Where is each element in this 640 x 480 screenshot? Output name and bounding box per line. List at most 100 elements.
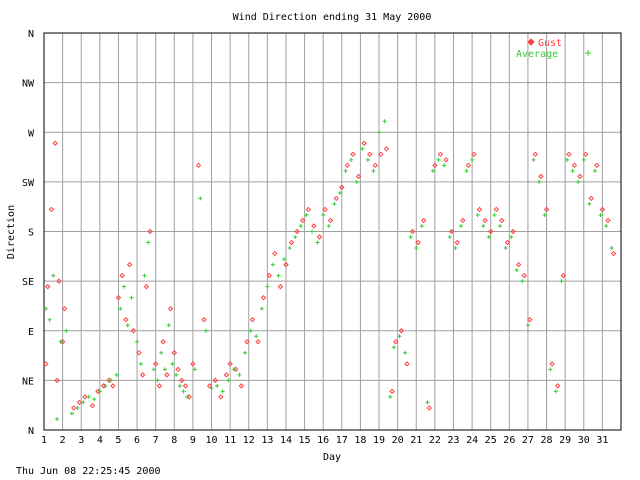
average-point xyxy=(408,235,413,240)
x-tick-label: 11 xyxy=(224,435,236,446)
gust-point xyxy=(426,405,432,411)
x-tick-label: 17 xyxy=(336,435,348,446)
average-point xyxy=(215,383,220,388)
x-tick-label: 12 xyxy=(243,435,255,446)
average-point xyxy=(537,179,542,184)
x-tick-label: 15 xyxy=(299,435,311,446)
x-tick-label: 25 xyxy=(485,435,497,446)
x-tick-label: 7 xyxy=(153,435,159,446)
y-axis-ticks: N NE E SE S SW W NW N xyxy=(22,29,35,437)
average-point xyxy=(43,306,48,311)
x-tick-label: 29 xyxy=(559,435,571,446)
gust-point xyxy=(45,283,51,290)
average-point xyxy=(135,339,140,344)
gust-point xyxy=(218,394,224,400)
gust-point xyxy=(316,234,323,240)
average-point xyxy=(125,323,130,328)
average-point xyxy=(531,157,536,162)
average-point xyxy=(69,411,74,416)
gust-point xyxy=(355,173,362,180)
average-point xyxy=(492,212,497,217)
average-point xyxy=(486,235,491,240)
gust-point xyxy=(393,339,399,345)
gust-point xyxy=(311,223,317,229)
gust-point xyxy=(119,272,125,279)
gust-point xyxy=(59,339,66,345)
average-point xyxy=(159,350,164,355)
gust-point xyxy=(566,151,572,158)
gust-point xyxy=(288,239,295,246)
average-point xyxy=(542,212,547,217)
x-tick-label: 3 xyxy=(78,435,84,446)
y-tick-label: NE xyxy=(22,376,34,387)
gust-point xyxy=(260,294,267,301)
average-point xyxy=(525,323,530,328)
gust-point xyxy=(432,162,438,169)
average-point xyxy=(548,367,553,372)
gust-point xyxy=(48,206,55,213)
gust-point xyxy=(339,184,345,191)
average-point xyxy=(419,223,424,228)
gust-point xyxy=(437,151,444,158)
average-point xyxy=(576,179,581,184)
gust-point xyxy=(100,383,107,389)
data-points xyxy=(43,119,617,421)
average-point xyxy=(592,168,597,173)
average-point xyxy=(453,246,458,251)
x-axis-label: Day xyxy=(323,452,341,463)
gust-point xyxy=(538,173,544,180)
gust-point xyxy=(272,250,278,257)
average-point xyxy=(192,367,197,372)
average-point xyxy=(360,146,365,151)
gust-point xyxy=(571,162,578,169)
average-point xyxy=(382,119,387,124)
gust-point xyxy=(515,261,522,268)
x-tick-label: 2 xyxy=(60,435,66,446)
gust-point xyxy=(510,228,516,235)
average-point xyxy=(509,235,514,240)
average-point xyxy=(503,246,508,251)
x-tick-label: 4 xyxy=(97,435,103,446)
average-point xyxy=(315,240,320,245)
gust-point xyxy=(465,162,472,169)
gust-point xyxy=(95,388,101,395)
x-tick-label: 9 xyxy=(190,435,196,446)
legend-gust-label: Gust xyxy=(538,38,562,49)
legend-gust-marker xyxy=(527,38,535,46)
gust-point xyxy=(186,394,192,400)
average-point xyxy=(598,212,603,217)
y-tick-label: SW xyxy=(22,178,35,189)
average-point xyxy=(138,361,143,366)
average-point xyxy=(231,367,236,372)
gust-point xyxy=(106,377,112,384)
average-point xyxy=(259,306,264,311)
gust-point xyxy=(460,217,466,224)
gust-point xyxy=(555,383,561,389)
average-point xyxy=(425,400,430,405)
gust-point xyxy=(61,305,68,312)
gust-point xyxy=(499,217,505,224)
average-point xyxy=(237,372,242,377)
gust-point xyxy=(238,383,245,389)
gust-point xyxy=(110,383,116,389)
average-point xyxy=(181,389,186,394)
average-point xyxy=(92,397,97,402)
x-tick-label: 8 xyxy=(171,435,177,446)
plot-area xyxy=(43,32,622,431)
average-point xyxy=(81,400,86,405)
gust-point xyxy=(594,162,600,169)
gust-point xyxy=(350,151,356,158)
gust-point xyxy=(212,377,218,384)
average-point xyxy=(185,394,190,399)
average-point xyxy=(118,306,123,311)
gust-point xyxy=(482,217,488,224)
average-point xyxy=(254,334,259,339)
x-axis-ticks: 1 2 3 4 5 6 7 8 9 10 11 12 13 14 15 16 17 18 19 20 21 22 23 24 2… xyxy=(41,435,608,446)
gust-point xyxy=(190,361,196,367)
gust-point xyxy=(277,283,284,290)
average-point xyxy=(458,223,463,228)
average-point xyxy=(103,383,108,388)
average-point xyxy=(464,168,469,173)
gust-point xyxy=(448,228,455,235)
y-axis-label: Direction xyxy=(6,205,17,259)
